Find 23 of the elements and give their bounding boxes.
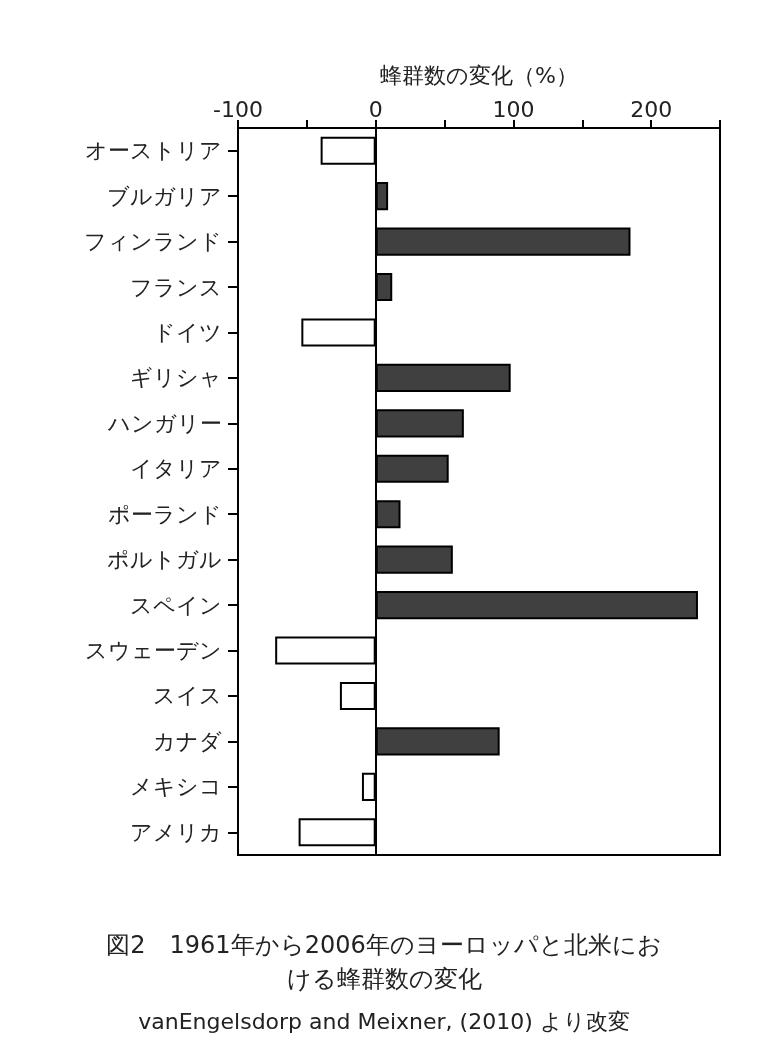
- y-tick-label: フランス: [130, 274, 222, 300]
- y-tick-label: メキシコ: [130, 774, 222, 800]
- x-tick-label: 200: [630, 96, 673, 122]
- y-tick-label: ポルトガル: [107, 547, 222, 573]
- y-tick-label: ハンガリー: [107, 410, 222, 436]
- x-tick-label: -100: [213, 96, 263, 122]
- y-tick-label: ドイツ: [153, 319, 222, 345]
- y-tick-label: ブルガリア: [107, 183, 222, 209]
- y-tick-label: スイス: [153, 683, 222, 709]
- y-tick-label: スペイン: [130, 592, 222, 618]
- y-tick-label: ギリシャ: [130, 365, 222, 391]
- x-tick-label: 0: [368, 96, 383, 122]
- y-tick-label: ポーランド: [108, 501, 222, 527]
- y-tick-label: スウェーデン: [85, 638, 222, 664]
- y-tick-label: アメリカ: [130, 819, 222, 845]
- y-tick-label: イタリア: [130, 456, 222, 482]
- y-tick-label: カナダ: [153, 728, 222, 754]
- x-tick-label: 100: [492, 96, 535, 122]
- y-tick-label: フィンランド: [84, 229, 222, 255]
- x-axis-title: 蜂群数の変化（%）: [380, 62, 578, 88]
- y-tick-label: オーストリア: [85, 138, 222, 164]
- text: vanEngelsdorp and Meixner, (2010) より改変: [138, 1008, 630, 1034]
- text: 図2 1961年から2006年のヨーロッパと北米における蜂群数の変化: [106, 931, 662, 993]
